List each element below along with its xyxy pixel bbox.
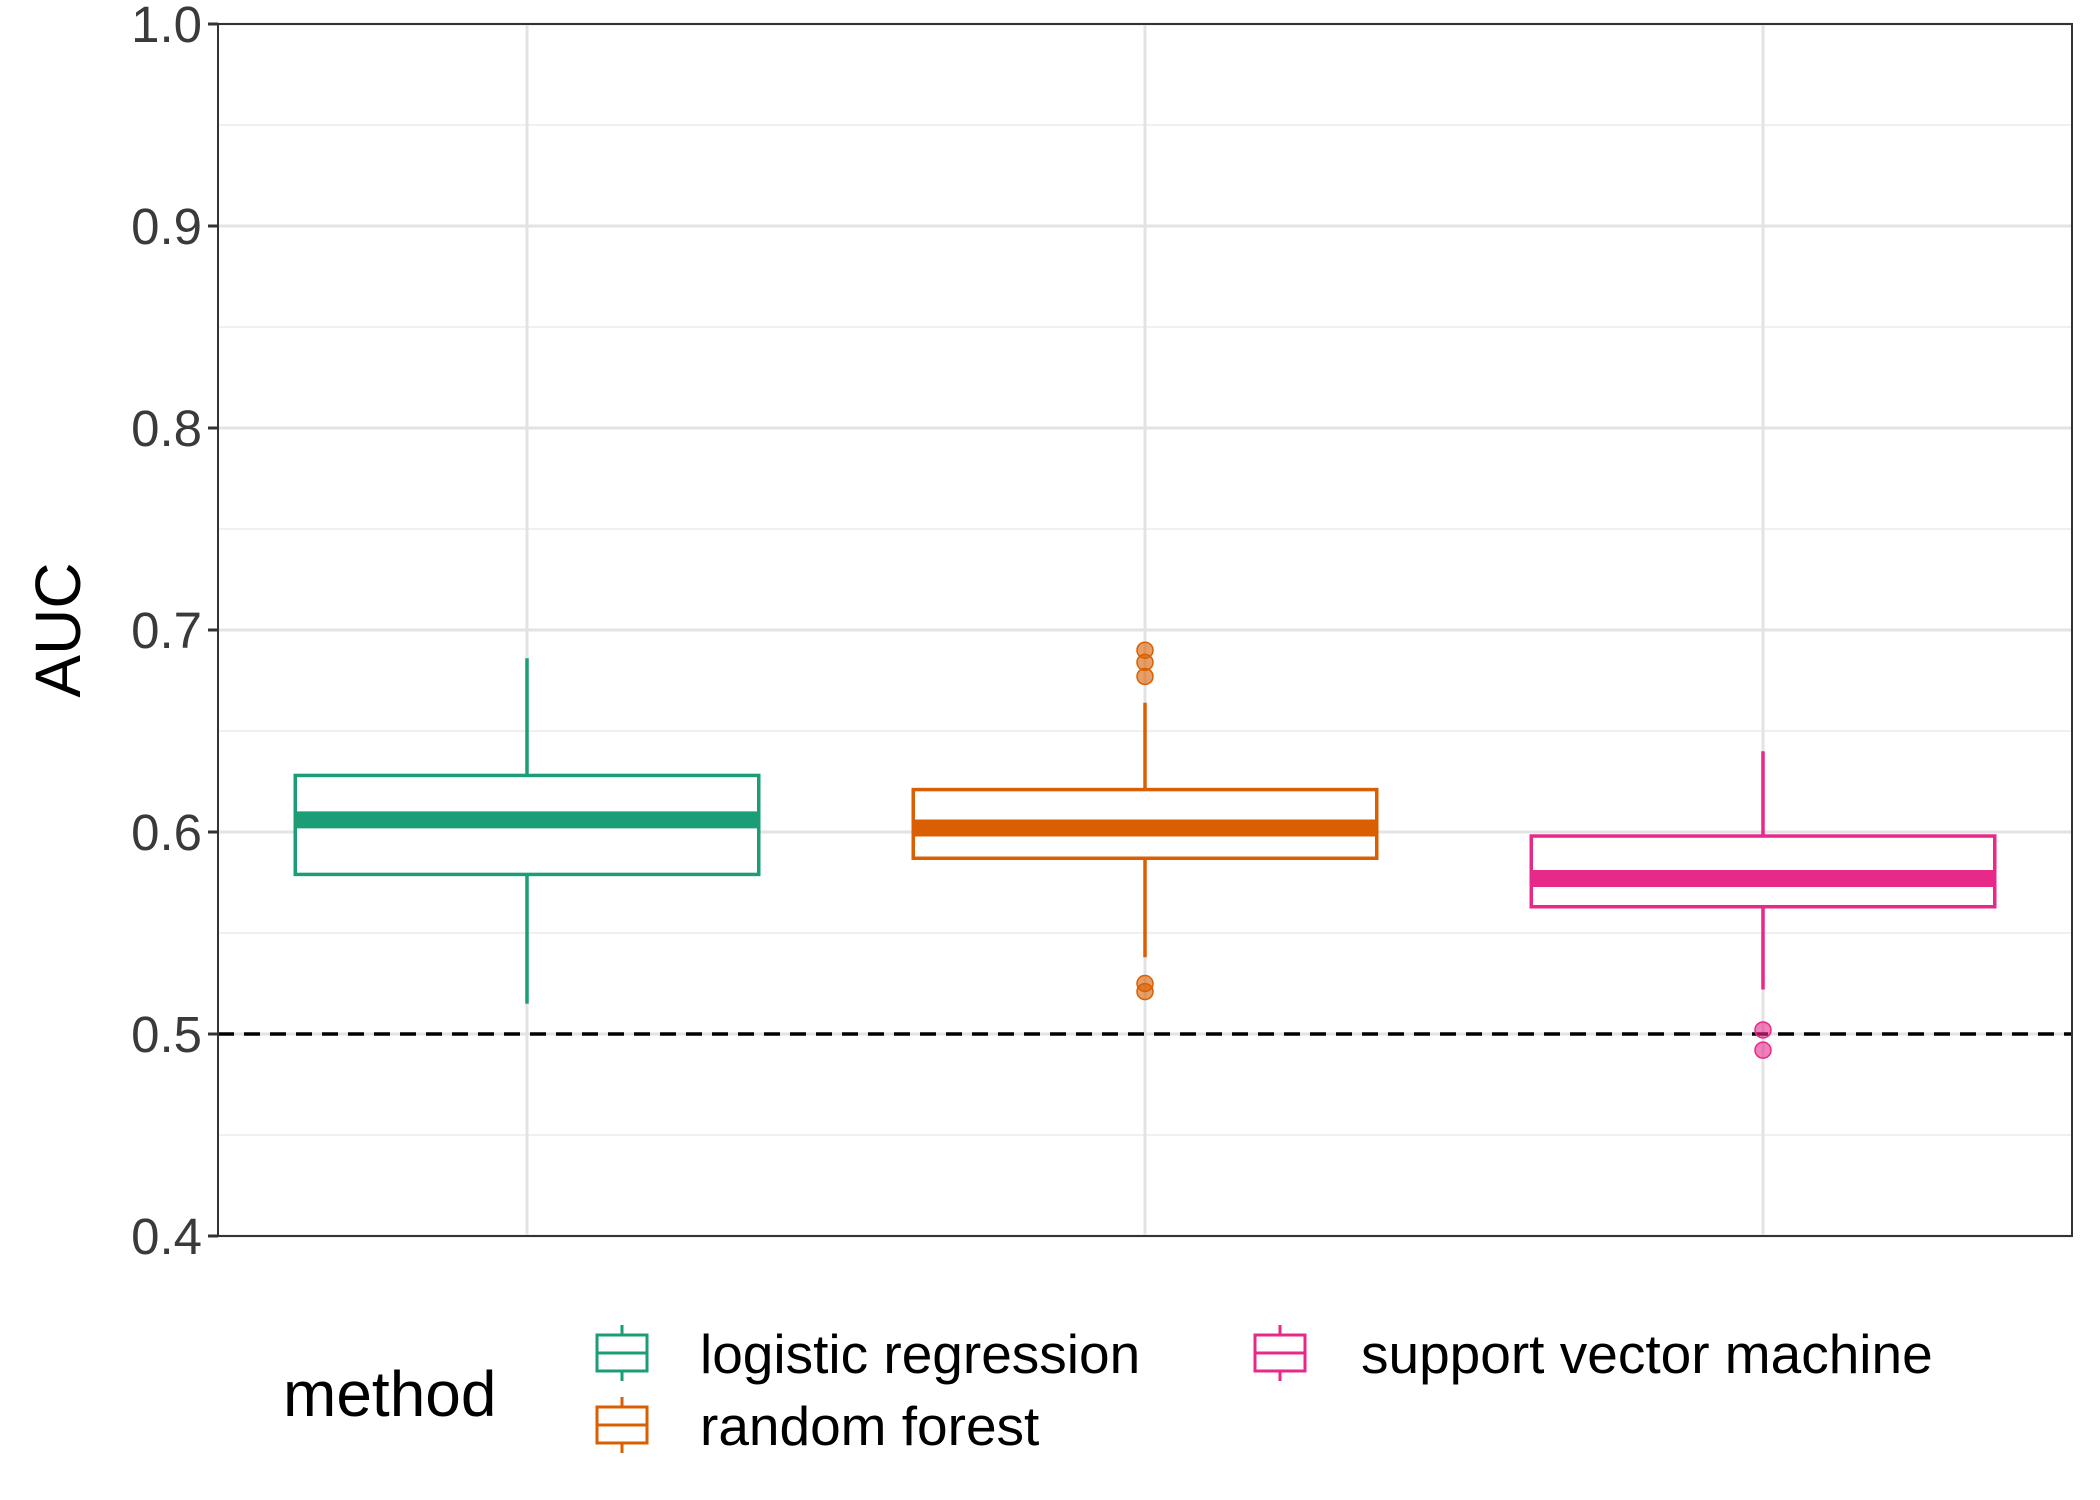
y-tick-label: 0.7 bbox=[131, 602, 202, 659]
box-random-forest bbox=[911, 641, 1379, 1001]
legend: method logistic regression random forest s… bbox=[283, 1323, 1933, 1457]
box-logistic-regression bbox=[293, 658, 761, 1004]
outlier-point bbox=[1136, 667, 1154, 686]
y-tick-label: 0.9 bbox=[131, 198, 202, 255]
boxes bbox=[293, 641, 1997, 1059]
outlier-point bbox=[1754, 1021, 1772, 1039]
y-tick-label: 0.8 bbox=[131, 400, 202, 457]
outlier-point bbox=[1136, 982, 1154, 1001]
y-tick-label: 0.4 bbox=[131, 1208, 202, 1265]
outlier-point bbox=[1754, 1041, 1772, 1059]
legend-title: method bbox=[283, 1358, 496, 1430]
y-tick-label: 1.0 bbox=[131, 0, 202, 53]
legend-item-support-vector-machine: support vector machine bbox=[1253, 1323, 1933, 1385]
legend-label: support vector machine bbox=[1361, 1323, 1933, 1385]
y-tick-label: 0.5 bbox=[131, 1006, 202, 1063]
legend-item-random-forest: random forest bbox=[595, 1395, 1039, 1457]
legend-label: random forest bbox=[700, 1395, 1039, 1457]
y-axis-title: AUC bbox=[22, 562, 94, 697]
y-tick-label: 0.6 bbox=[131, 804, 202, 861]
legend-label: logistic regression bbox=[700, 1323, 1140, 1385]
y-axis: 0.4 0.5 0.6 0.7 0.8 0.9 1.0 bbox=[131, 0, 218, 1265]
box-support-vector-machine bbox=[1529, 751, 1997, 1059]
legend-item-logistic-regression: logistic regression bbox=[595, 1323, 1140, 1385]
